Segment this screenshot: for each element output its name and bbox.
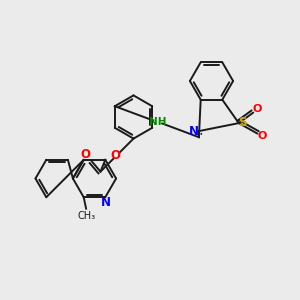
- Text: O: O: [253, 104, 262, 114]
- Text: N: N: [188, 125, 199, 138]
- Text: NH: NH: [149, 117, 167, 127]
- Text: O: O: [257, 131, 267, 141]
- Text: S: S: [238, 116, 247, 129]
- Text: O: O: [81, 148, 91, 161]
- Text: O: O: [110, 149, 121, 162]
- Text: N: N: [101, 196, 111, 208]
- Text: CH₃: CH₃: [78, 211, 96, 221]
